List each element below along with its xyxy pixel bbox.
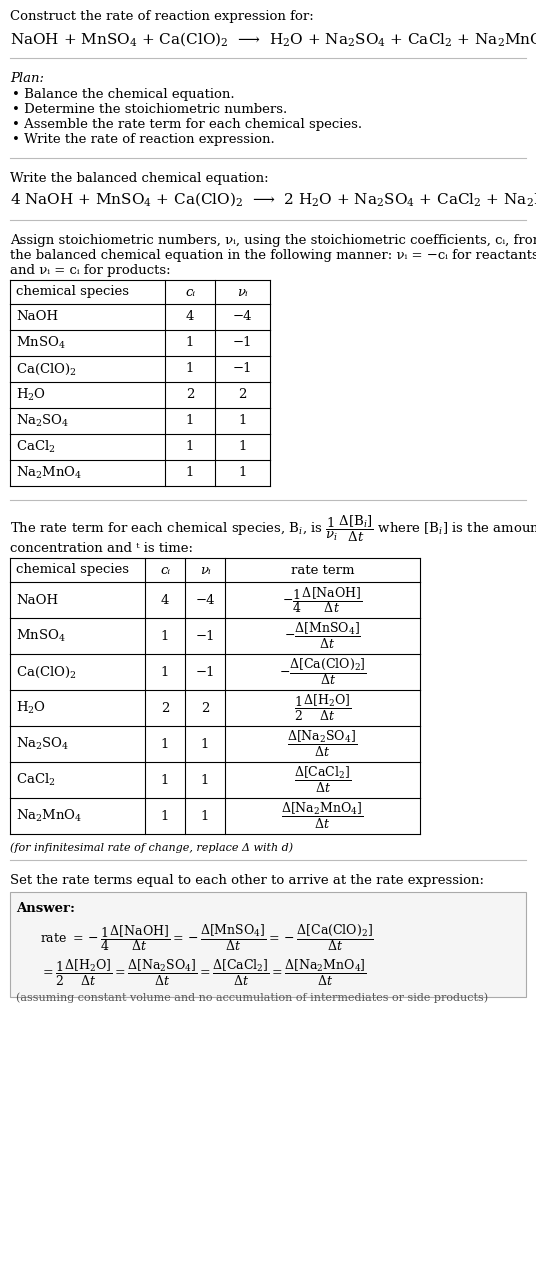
Text: 1: 1 [239,441,247,453]
Text: Ca(ClO)$_2$: Ca(ClO)$_2$ [16,362,77,377]
Text: 4 NaOH + MnSO$_4$ + Ca(ClO)$_2$  ⟶  2 H$_2$O + Na$_2$SO$_4$ + CaCl$_2$ + Na$_2$M: 4 NaOH + MnSO$_4$ + Ca(ClO)$_2$ ⟶ 2 H$_2… [10,190,536,208]
Text: 1: 1 [161,630,169,643]
Text: and νᵢ = cᵢ for products:: and νᵢ = cᵢ for products: [10,264,170,277]
Text: the balanced chemical equation in the following manner: νᵢ = −cᵢ for reactants: the balanced chemical equation in the fo… [10,249,536,262]
Text: 1: 1 [186,466,194,480]
Text: −1: −1 [195,630,215,643]
Text: 1: 1 [201,773,209,786]
Text: $\dfrac{\Delta[\mathrm{CaCl_2}]}{\Delta t}$: $\dfrac{\Delta[\mathrm{CaCl_2}]}{\Delta … [294,765,351,795]
Text: H$_2$O: H$_2$O [16,700,46,716]
Text: Na$_2$SO$_4$: Na$_2$SO$_4$ [16,413,70,429]
Text: $-\dfrac{\Delta[\mathrm{Ca(ClO)_2}]}{\Delta t}$: $-\dfrac{\Delta[\mathrm{Ca(ClO)_2}]}{\De… [279,657,367,687]
Text: −4: −4 [195,593,215,607]
Text: 2: 2 [161,701,169,715]
Text: 2: 2 [239,389,247,401]
Text: $\dfrac{\Delta[\mathrm{Na_2MnO_4}]}{\Delta t}$: $\dfrac{\Delta[\mathrm{Na_2MnO_4}]}{\Del… [281,801,363,831]
Text: cᵢ: cᵢ [185,286,195,298]
Text: NaOH: NaOH [16,310,58,324]
Text: NaOH + MnSO$_4$ + Ca(ClO)$_2$  ⟶  H$_2$O + Na$_2$SO$_4$ + CaCl$_2$ + Na$_2$MnO$_: NaOH + MnSO$_4$ + Ca(ClO)$_2$ ⟶ H$_2$O +… [10,30,536,48]
Text: • Balance the chemical equation.: • Balance the chemical equation. [12,88,235,102]
Text: Construct the rate of reaction expression for:: Construct the rate of reaction expressio… [10,10,314,23]
Text: H$_2$O: H$_2$O [16,387,46,403]
Text: chemical species: chemical species [16,286,129,298]
Text: Ca(ClO)$_2$: Ca(ClO)$_2$ [16,664,77,679]
Text: 1: 1 [161,773,169,786]
Text: 1: 1 [186,414,194,428]
Text: $\dfrac{1}{2}\dfrac{\Delta[\mathrm{H_2O}]}{\Delta t}$: $\dfrac{1}{2}\dfrac{\Delta[\mathrm{H_2O}… [294,693,351,723]
Text: $-\dfrac{1}{4}\dfrac{\Delta[\mathrm{NaOH}]}{\Delta t}$: $-\dfrac{1}{4}\dfrac{\Delta[\mathrm{NaOH… [282,585,363,615]
Text: MnSO$_4$: MnSO$_4$ [16,627,66,644]
Text: −1: −1 [195,665,215,678]
Text: rate term: rate term [291,564,354,577]
Text: NaOH: NaOH [16,593,58,607]
Text: 1: 1 [161,665,169,678]
Text: 1: 1 [161,738,169,751]
Text: −1: −1 [233,362,252,376]
FancyBboxPatch shape [10,892,526,997]
Text: 1: 1 [161,809,169,823]
Text: $= \dfrac{1}{2}\dfrac{\Delta[\mathrm{H_2O}]}{\Delta t} = \dfrac{\Delta[\mathrm{N: $= \dfrac{1}{2}\dfrac{\Delta[\mathrm{H_2… [40,958,367,988]
Text: 2: 2 [186,389,194,401]
Text: CaCl$_2$: CaCl$_2$ [16,439,56,455]
Text: CaCl$_2$: CaCl$_2$ [16,772,56,789]
Text: 1: 1 [201,738,209,751]
Text: 1: 1 [239,414,247,428]
Text: (assuming constant volume and no accumulation of intermediates or side products): (assuming constant volume and no accumul… [16,992,488,1002]
Text: −4: −4 [233,310,252,324]
Text: Na$_2$MnO$_4$: Na$_2$MnO$_4$ [16,465,83,481]
Text: (for infinitesimal rate of change, replace Δ with d): (for infinitesimal rate of change, repla… [10,842,293,852]
Text: Na$_2$SO$_4$: Na$_2$SO$_4$ [16,735,70,752]
Text: 1: 1 [201,809,209,823]
Text: Na$_2$MnO$_4$: Na$_2$MnO$_4$ [16,808,83,824]
Text: 1: 1 [186,337,194,349]
Text: −1: −1 [233,337,252,349]
Text: 1: 1 [239,466,247,480]
Text: concentration and ᵗ is time:: concentration and ᵗ is time: [10,542,193,555]
Text: Plan:: Plan: [10,72,44,85]
Text: Answer:: Answer: [16,902,75,914]
Text: 4: 4 [186,310,194,324]
Text: Set the rate terms equal to each other to arrive at the rate expression:: Set the rate terms equal to each other t… [10,874,484,886]
Text: The rate term for each chemical species, B$_i$, is $\dfrac{1}{\nu_i}\dfrac{\Delt: The rate term for each chemical species,… [10,514,536,545]
Text: 2: 2 [201,701,209,715]
Text: • Determine the stoichiometric numbers.: • Determine the stoichiometric numbers. [12,103,287,116]
Text: 4: 4 [161,593,169,607]
Text: $\dfrac{\Delta[\mathrm{Na_2SO_4}]}{\Delta t}$: $\dfrac{\Delta[\mathrm{Na_2SO_4}]}{\Delt… [287,729,358,759]
Text: Write the balanced chemical equation:: Write the balanced chemical equation: [10,171,269,185]
Text: Assign stoichiometric numbers, νᵢ, using the stoichiometric coefficients, cᵢ, fr: Assign stoichiometric numbers, νᵢ, using… [10,234,536,246]
Text: chemical species: chemical species [16,564,129,577]
Text: 1: 1 [186,441,194,453]
Text: $-\dfrac{\Delta[\mathrm{MnSO_4}]}{\Delta t}$: $-\dfrac{\Delta[\mathrm{MnSO_4}]}{\Delta… [284,621,361,652]
Text: νᵢ: νᵢ [237,286,248,298]
Text: rate $= -\dfrac{1}{4}\dfrac{\Delta[\mathrm{NaOH}]}{\Delta t} = -\dfrac{\Delta[\m: rate $= -\dfrac{1}{4}\dfrac{\Delta[\math… [40,922,374,952]
Text: νᵢ: νᵢ [200,564,210,577]
Text: 1: 1 [186,362,194,376]
Text: • Assemble the rate term for each chemical species.: • Assemble the rate term for each chemic… [12,118,362,131]
Text: cᵢ: cᵢ [160,564,170,577]
Text: MnSO$_4$: MnSO$_4$ [16,335,66,351]
Text: • Write the rate of reaction expression.: • Write the rate of reaction expression. [12,133,275,146]
